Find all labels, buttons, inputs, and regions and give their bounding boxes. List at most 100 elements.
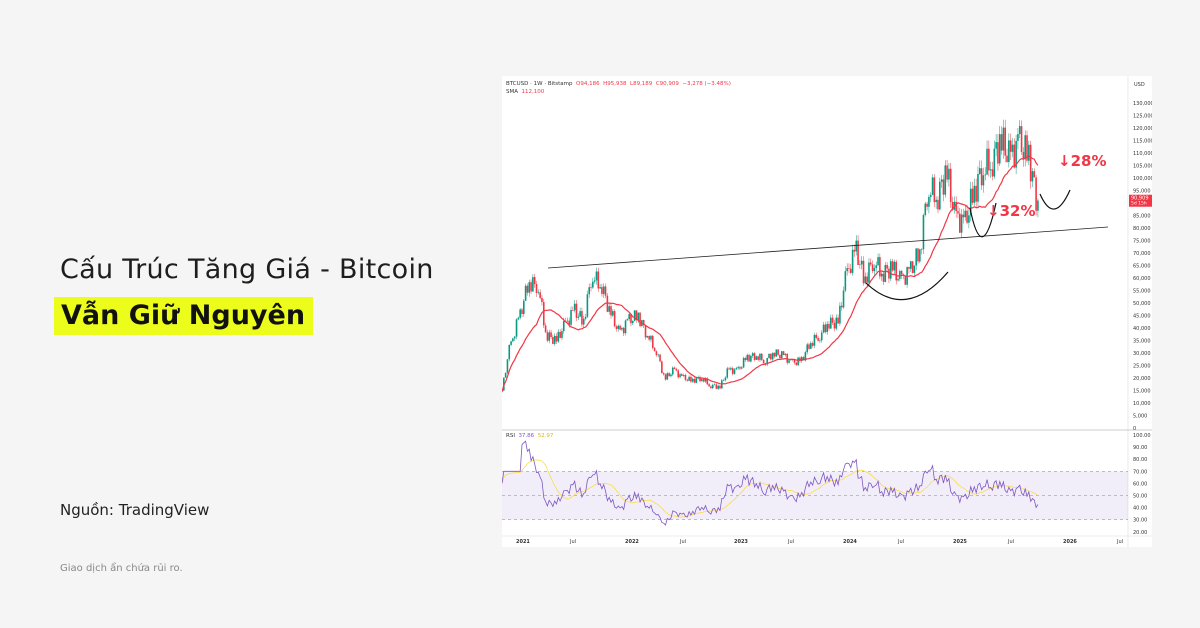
candle-body <box>642 320 645 326</box>
y-tick-label: 75,000 <box>1133 239 1151 245</box>
candle-body <box>782 351 785 356</box>
candle-body <box>559 331 561 338</box>
candle-body <box>661 361 663 374</box>
y-tick-label: 65,000 <box>1133 264 1151 270</box>
candle-body <box>695 378 698 383</box>
candle-body <box>646 336 649 338</box>
sma-line <box>502 154 1039 392</box>
candle-body <box>691 378 694 382</box>
candle-body <box>1013 144 1016 168</box>
candle-body <box>635 310 638 320</box>
candle-body <box>846 268 848 272</box>
candle-body <box>1018 126 1021 135</box>
candle-body <box>1026 135 1028 161</box>
candle-body <box>820 332 823 341</box>
candle-body <box>926 203 928 207</box>
chart-canvas: USD 130,000 125,000 120,000 115,000 110,000 10… <box>502 76 1152 547</box>
candle-body <box>877 257 879 266</box>
x-tick-label: Jul <box>897 539 904 545</box>
candle-body <box>557 331 560 342</box>
candle-body <box>815 334 818 338</box>
candle-body <box>562 320 565 332</box>
candle-body <box>835 317 838 329</box>
candle-body <box>737 367 739 369</box>
candle-body <box>1009 140 1012 152</box>
candle-body <box>555 335 558 342</box>
candle-body <box>1004 127 1007 156</box>
candle-body <box>612 311 614 316</box>
candle-body <box>670 374 672 377</box>
x-tick-label: 2022 <box>625 539 639 545</box>
candle-body <box>779 354 781 359</box>
candle-body <box>675 368 678 371</box>
candle-body <box>731 368 734 374</box>
candle-body <box>993 148 996 177</box>
sma-label[interactable]: SMA <box>506 89 518 95</box>
candle-body <box>1011 144 1014 152</box>
last-price-value: 90,909 <box>1131 196 1149 202</box>
rsi-tick-label: 40.00 <box>1133 506 1147 512</box>
candle-body <box>975 185 977 202</box>
candle-body <box>621 327 623 330</box>
candle-body <box>622 327 625 334</box>
candle-body <box>639 312 641 327</box>
candle-body <box>768 353 770 359</box>
y-tick-label: 50,000 <box>1133 301 1151 307</box>
candle-body <box>819 340 821 341</box>
candle-body <box>960 214 963 233</box>
candle-body <box>553 335 556 344</box>
candle-body <box>541 297 543 303</box>
candle-body <box>586 294 589 317</box>
candle-body <box>988 148 990 171</box>
y-tick-label: 120,000 <box>1133 126 1152 132</box>
candle-body <box>851 249 854 273</box>
candle-body <box>1000 134 1003 151</box>
candle-body <box>1017 134 1019 141</box>
candle-body <box>986 148 988 175</box>
candle-body <box>681 374 683 376</box>
candle-body <box>959 213 961 233</box>
candle-body <box>842 290 845 308</box>
candle-body <box>633 310 636 321</box>
rsi-label[interactable]: RSI <box>506 433 515 439</box>
candle-body <box>773 352 776 357</box>
x-tick-label: 2026 <box>1063 539 1077 545</box>
candle-body <box>848 268 850 269</box>
candle-body <box>742 357 745 368</box>
candle-body <box>860 260 863 265</box>
candle-body <box>552 337 554 344</box>
candle-body <box>701 379 703 382</box>
candle-body <box>610 306 612 316</box>
ohlc-close: C90,909 <box>655 81 679 87</box>
candle-body <box>662 373 665 375</box>
candle-body <box>673 367 676 369</box>
candle-body <box>957 211 959 214</box>
currency-label: USD <box>1134 82 1145 88</box>
candle-body <box>989 169 992 171</box>
ohlc-low: L89,189 <box>630 81 653 87</box>
candle-body <box>831 317 834 323</box>
x-tick-label: 2024 <box>843 539 857 545</box>
candle-body <box>908 267 910 269</box>
candle-body <box>886 264 888 269</box>
rsi-ma-value: 52.97 <box>537 433 554 439</box>
candle-body <box>760 353 763 360</box>
candle-body <box>755 356 758 360</box>
candle-body <box>537 292 540 294</box>
candle-body <box>824 324 827 333</box>
candle-body <box>506 359 509 373</box>
candle-body <box>1033 171 1036 178</box>
rsi-tick-label: 80.00 <box>1133 457 1147 463</box>
symbol-label[interactable]: BTCUSD · 1W · Bitstamp <box>506 81 573 87</box>
candle-body <box>668 373 670 377</box>
candle-body <box>922 214 925 250</box>
candle-body <box>677 370 680 378</box>
candle-body <box>949 168 952 202</box>
x-tick-label: Jul <box>1007 539 1014 545</box>
candle-body <box>840 305 843 308</box>
candle-body <box>615 326 618 329</box>
candle-body <box>900 271 903 275</box>
candle-body <box>542 302 545 326</box>
candle-body <box>526 285 529 293</box>
candle-body <box>686 379 689 381</box>
